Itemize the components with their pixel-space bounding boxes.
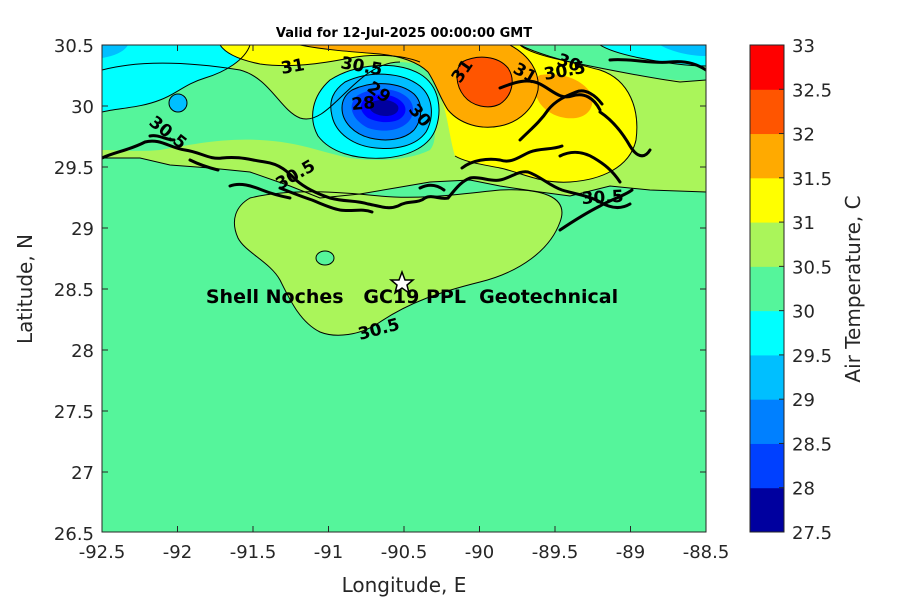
colorbar-tick-label: 29 [792,390,815,411]
colorbar-swatch [750,177,784,223]
y-tick-label: 30.5 [54,36,94,57]
colorbar-swatches [750,45,784,533]
colorbar-tick-label: 33 [792,36,815,57]
contour-fill-band-32 [456,57,513,107]
contour-fill-band-29.5 [102,45,250,112]
colorbar-tick-label: 31 [792,213,815,234]
colorbar-ticks: 33 32.5 32 31.5 31 30.5 30 29.5 29 28.5 28 27.5 [779,36,832,544]
colorbar-tick-label: 32 [792,125,815,146]
y-tick-label: 27 [71,463,94,484]
colorbar-swatch [750,399,784,444]
contour-fill-band-29-ne [660,45,706,56]
contour-label: 31 [279,55,306,79]
x-tick-label: -92.5 [79,542,126,563]
y-tick-label: 28.5 [54,280,94,301]
coastline [102,58,706,232]
colorbar-swatch [750,266,784,312]
x-tick-label: -91 [314,542,343,563]
colorbar-swatch [750,354,784,400]
x-axis: -92.5 -92 -91.5 -91 -90.5 -90 -89.5 -89 … [79,45,730,597]
contour-fill-offshore-30.5 [234,189,562,336]
colorbar-tick-label: 30 [792,302,815,323]
contour-fill-core [370,99,399,116]
map-title: Valid for 12-Jul-2025 00:00:00 GMT [276,26,532,41]
colorbar-swatch [750,222,784,267]
x-tick-label: -90.5 [381,542,428,563]
site-label: Shell Noches GC19 PPL Geotechnical [206,286,618,308]
y-tick-label: 29 [71,219,94,240]
contour-fill-small-dip [315,250,335,266]
x-tick-label: -89.5 [532,542,579,563]
star-icon [388,269,416,295]
y-axis: 30.5 30 29.5 29 28.5 28 27.5 27 26.5 Lat… [13,36,706,545]
contour-fill-band-29-nw [102,45,128,58]
colorbar-frame [749,44,785,533]
colorbar-swatch [750,310,784,356]
colorbar-tick-label: 28 [792,479,815,500]
x-axis-label: Longitude, E [342,573,467,597]
colorbar-tick-label: 30.5 [792,257,832,278]
colorbar-tick-label: 28.5 [792,434,832,455]
colorbar-swatch [750,133,784,179]
y-tick-label: 26.5 [54,524,94,545]
colorbar: 33 32.5 32 31.5 31 30.5 30 29.5 29 28.5 28 27.5 Air… [749,36,865,544]
colorbar-swatch [750,443,784,489]
contour-label: 30.5 [581,187,624,209]
y-tick-label: 28 [71,341,94,362]
y-axis-label: Latitude, N [13,234,37,344]
x-tick-label: -91.5 [230,542,277,563]
y-tick-label: 29.5 [54,158,94,179]
colorbar-swatch [750,487,784,533]
y-tick-label: 30 [71,97,94,118]
colorbar-tick-label: 32.5 [792,80,832,101]
y-tick-label: 27.5 [54,402,94,423]
x-tick-label: -88.5 [683,542,730,563]
x-tick-label: -90 [465,542,494,563]
x-tick-label: -92 [163,542,192,563]
colorbar-tick-label: 31.5 [792,169,832,190]
x-tick-label: -89 [616,542,645,563]
colorbar-label: Air Temperature, C [841,195,865,382]
contour-lines [102,45,706,336]
colorbar-tick-label: 27.5 [792,523,832,544]
contour-fill-small-cool [168,93,188,113]
colorbar-swatch [750,89,784,135]
colorbar-tick-label: 29.5 [792,346,832,367]
colorbar-swatch [750,45,784,90]
contour-label: 28 [351,93,376,115]
plot-area: 31 30.5 29 30 28 30.5 30.5 30.5 30.5 31 … [102,45,706,532]
